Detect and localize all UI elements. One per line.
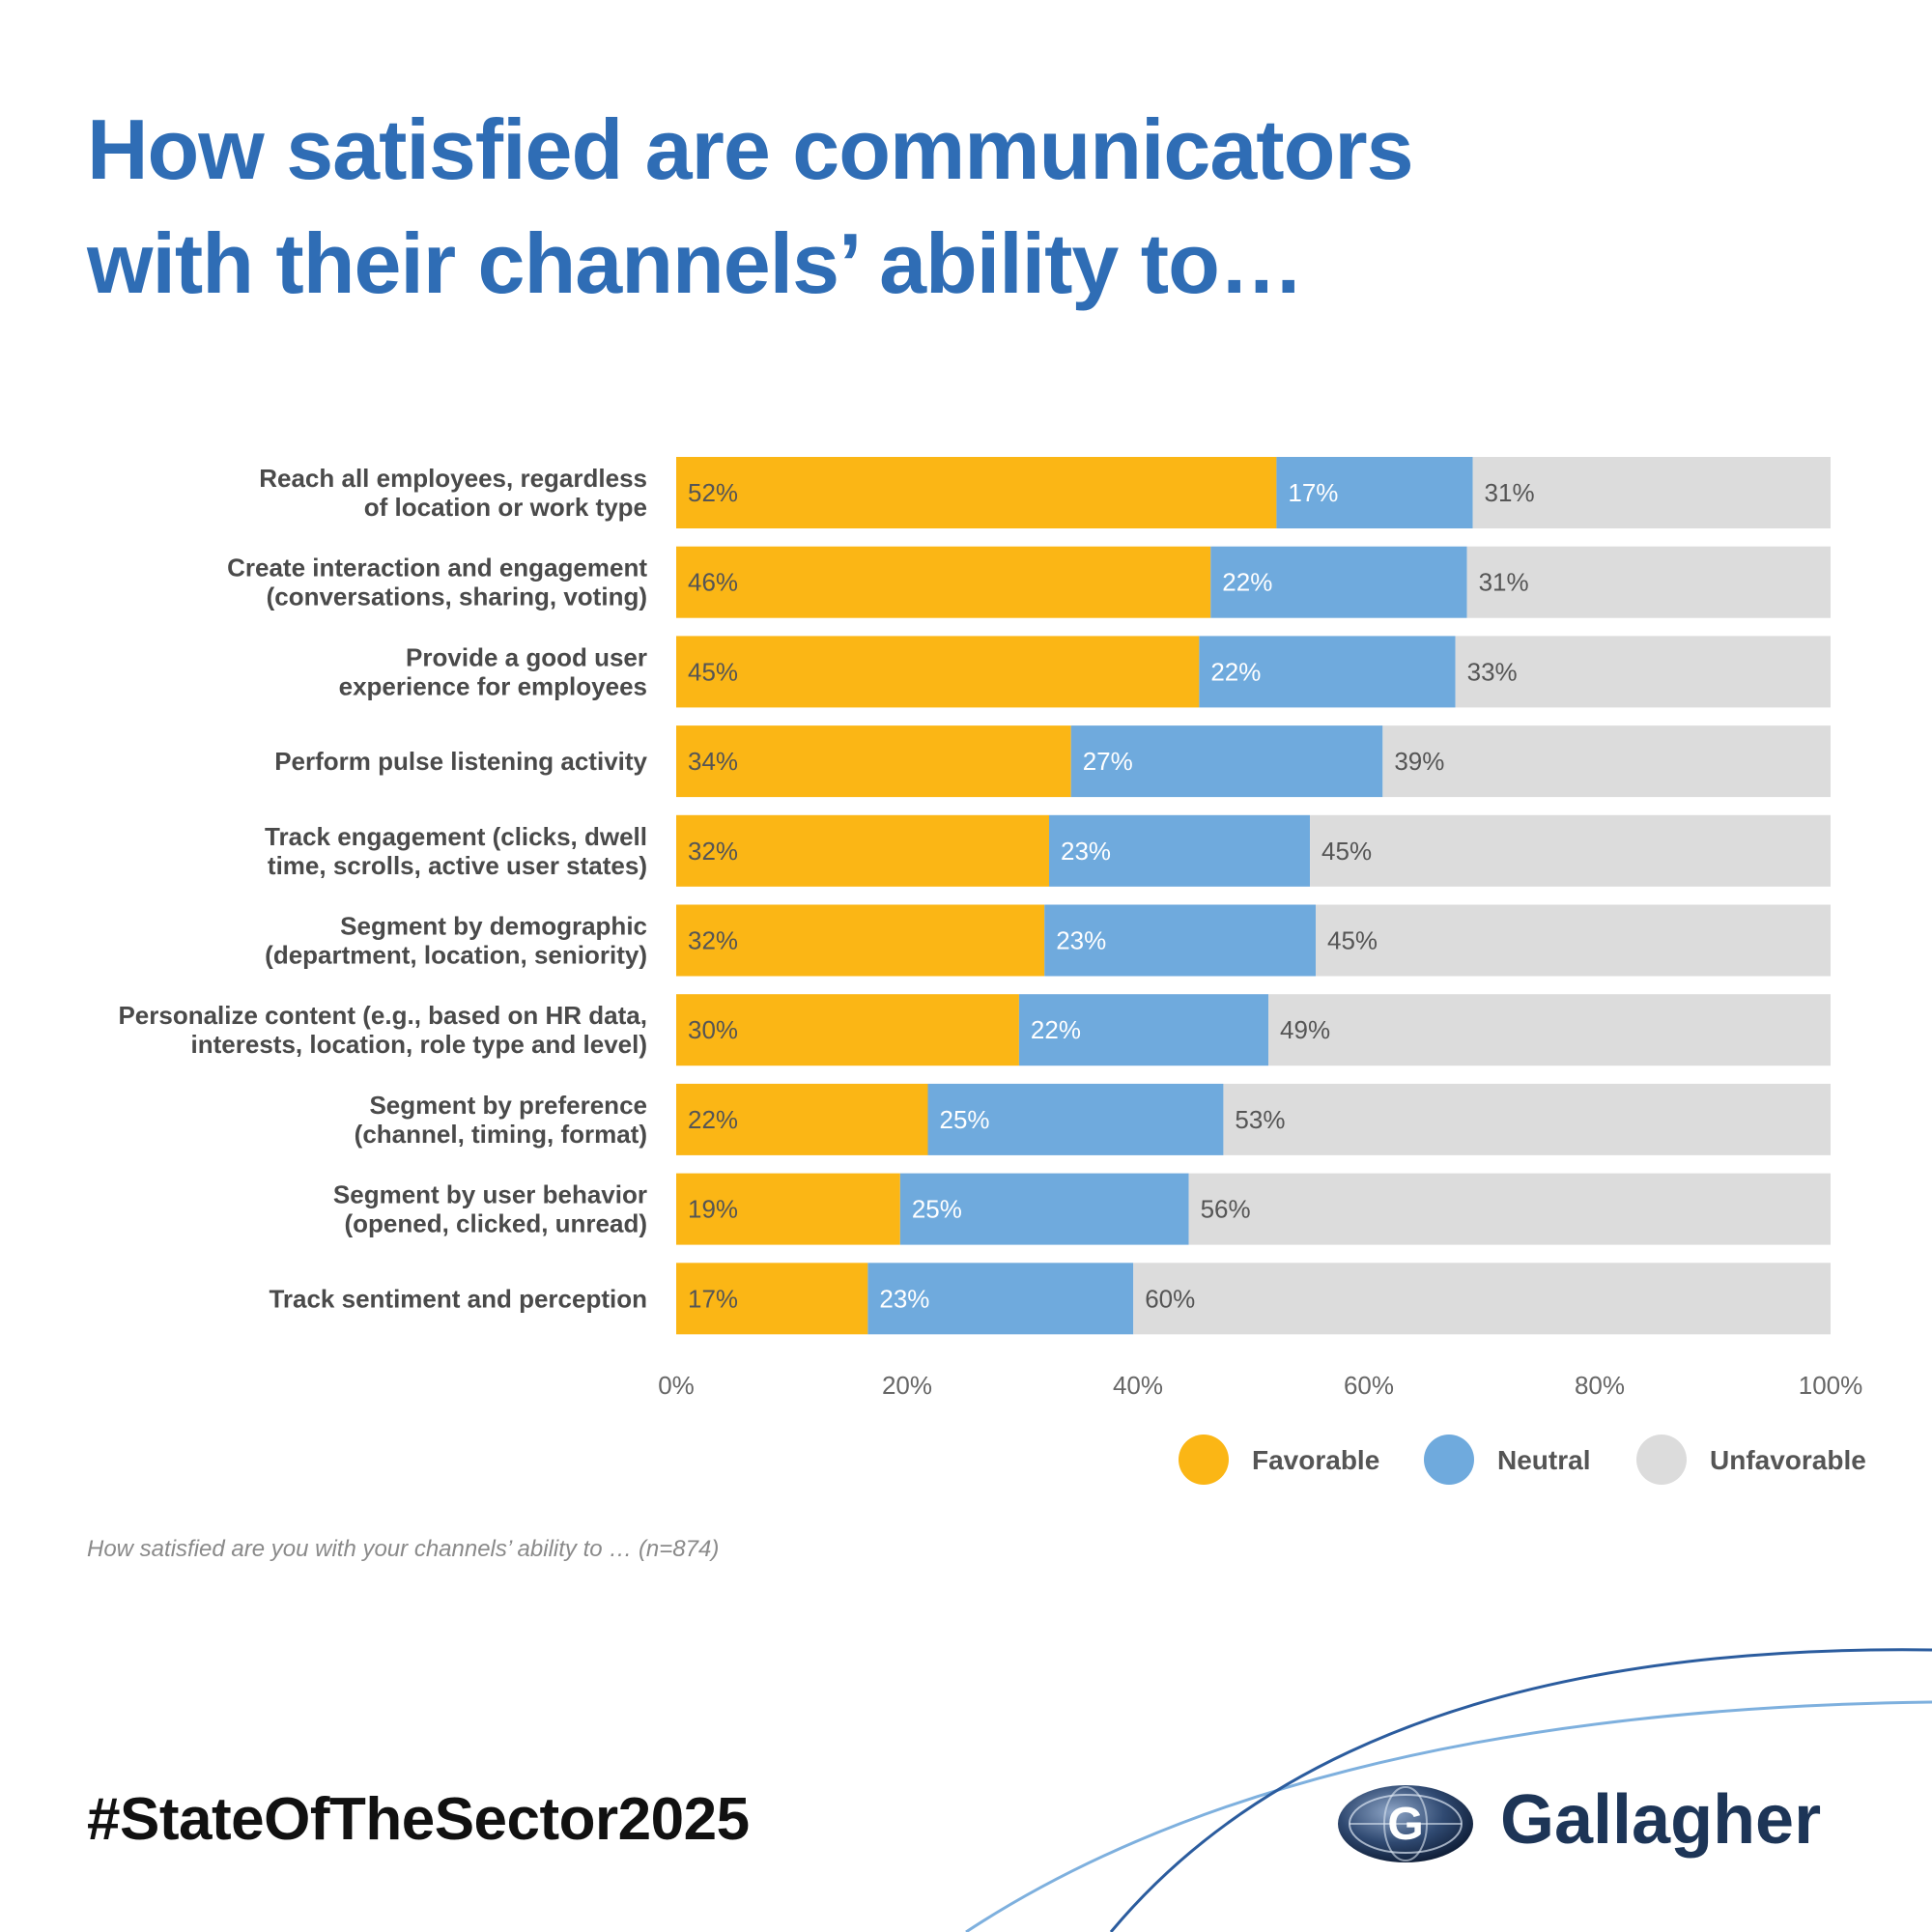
campaign-hashtag: #StateOfTheSector2025	[87, 1786, 750, 1853]
legend-label-unfavorable: Unfavorable	[1710, 1445, 1866, 1475]
value-label-favorable: 52%	[688, 478, 738, 507]
globe-g-icon: G	[1338, 1785, 1473, 1862]
bar-segment-neutral	[1199, 636, 1456, 708]
category-label: Perform pulse listening activity	[274, 747, 647, 776]
x-axis-tick-labels: 0% 20% 40% 60% 80% 100%	[658, 1371, 1862, 1400]
value-label-favorable: 32%	[688, 926, 738, 955]
value-label-favorable: 17%	[688, 1284, 738, 1313]
x-tick-label: 80%	[1575, 1371, 1625, 1400]
value-label-favorable: 19%	[688, 1195, 738, 1224]
category-label: Segment by demographic (department, locat…	[265, 912, 647, 970]
bar-segment-favorable	[676, 1263, 868, 1335]
page-title: How satisfied are communicators with the…	[87, 93, 1729, 321]
value-label-unfavorable: 45%	[1321, 837, 1372, 866]
value-label-favorable: 30%	[688, 1015, 738, 1044]
category-label: Personalize content (e.g., based on HR d…	[118, 1001, 647, 1059]
bar-segment-neutral	[1070, 725, 1383, 798]
bar-segment-favorable	[676, 546, 1211, 618]
value-label-unfavorable: 31%	[1485, 478, 1535, 507]
x-tick-label: 40%	[1113, 1371, 1163, 1400]
bar-segment-neutral	[927, 1083, 1224, 1155]
legend-swatch-neutral	[1424, 1435, 1474, 1485]
value-label-favorable: 32%	[688, 837, 738, 866]
category-label: Reach all employees, regardless of locati…	[259, 464, 647, 522]
bar-segment-unfavorable	[1455, 636, 1831, 708]
svg-text:G: G	[1387, 1799, 1423, 1850]
bar-segment-unfavorable	[1268, 994, 1831, 1066]
value-label-unfavorable: 56%	[1201, 1195, 1251, 1224]
bar-segment-unfavorable	[1188, 1173, 1831, 1245]
value-label-unfavorable: 49%	[1280, 1015, 1330, 1044]
legend-swatch-favorable	[1179, 1435, 1229, 1485]
survey-footnote: How satisfied are you with your channels…	[87, 1536, 720, 1562]
bar-segment-favorable	[676, 904, 1045, 977]
bar-segment-neutral	[1044, 904, 1317, 977]
value-label-neutral: 23%	[879, 1284, 929, 1313]
legend-label-favorable: Favorable	[1252, 1445, 1379, 1475]
value-label-neutral: 22%	[1222, 568, 1272, 597]
value-label-unfavorable: 39%	[1394, 747, 1444, 776]
value-label-favorable: 22%	[688, 1105, 738, 1134]
value-label-neutral: 25%	[940, 1105, 990, 1134]
x-tick-label: 60%	[1344, 1371, 1394, 1400]
x-tick-label: 20%	[882, 1371, 932, 1400]
brand-name: Gallagher	[1500, 1781, 1822, 1859]
category-label: Segment by preference (channel, timing, f…	[355, 1091, 647, 1149]
x-tick-label: 0%	[658, 1371, 695, 1400]
bar-segment-unfavorable	[1382, 725, 1831, 798]
bar-segment-favorable	[676, 1173, 900, 1245]
bar-segment-neutral	[1048, 814, 1311, 887]
value-label-favorable: 45%	[688, 657, 738, 686]
value-label-neutral: 22%	[1031, 1015, 1081, 1044]
page-title-line-2: with their channels’ ability to…	[87, 215, 1304, 311]
value-labels: 52% 17% 31% 46% 22% 31% 45% 22% 33% 34% 27% 39% 32% 2…	[688, 478, 1535, 1313]
category-label: Segment by user behavior (opened, clicked…	[333, 1180, 647, 1238]
bar-segment-unfavorable	[1472, 457, 1831, 528]
value-label-favorable: 34%	[688, 747, 738, 776]
category-labels: Reach all employees, regardless of locati…	[118, 464, 647, 1313]
value-label-unfavorable: 45%	[1327, 926, 1378, 955]
value-label-unfavorable: 60%	[1145, 1284, 1195, 1313]
value-label-neutral: 22%	[1210, 657, 1261, 686]
bar-segment-favorable	[676, 457, 1277, 528]
bar-segment-unfavorable	[1310, 814, 1831, 887]
bar-segment-unfavorable	[1223, 1083, 1831, 1155]
value-label-neutral: 23%	[1061, 837, 1111, 866]
value-label-unfavorable: 33%	[1467, 657, 1518, 686]
x-tick-label: 100%	[1799, 1371, 1863, 1400]
bar-segment-unfavorable	[1133, 1263, 1831, 1335]
bar-segment-favorable	[676, 814, 1049, 887]
category-label: Create interaction and engagement (conver…	[227, 554, 647, 611]
page-title-line-1: How satisfied are communicators	[87, 101, 1414, 197]
legend-swatch-unfavorable	[1636, 1435, 1687, 1485]
legend: Favorable Neutral Unfavorable	[1179, 1435, 1866, 1485]
category-label: Provide a good user experience for employ…	[339, 642, 647, 700]
value-label-neutral: 23%	[1056, 926, 1106, 955]
value-label-neutral: 27%	[1083, 747, 1133, 776]
bar-segment-favorable	[676, 725, 1071, 798]
value-label-unfavorable: 31%	[1479, 568, 1529, 597]
bars	[676, 457, 1831, 1335]
category-label: Track sentiment and perception	[269, 1284, 647, 1313]
legend-label-neutral: Neutral	[1497, 1445, 1590, 1475]
bar-segment-neutral	[899, 1173, 1189, 1245]
bar-segment-neutral	[1210, 546, 1467, 618]
bar-segment-unfavorable	[1316, 904, 1831, 977]
stacked-bar-chart: Reach all employees, regardless of locati…	[118, 457, 1866, 1485]
bar-segment-neutral	[867, 1263, 1134, 1335]
value-label-unfavorable: 53%	[1235, 1105, 1285, 1134]
value-label-neutral: 25%	[912, 1195, 962, 1224]
bar-segment-neutral	[1018, 994, 1269, 1066]
value-label-favorable: 46%	[688, 568, 738, 597]
bar-segment-favorable	[676, 994, 1019, 1066]
bar-segment-favorable	[676, 1083, 928, 1155]
category-label: Track engagement (clicks, dwell time, scr…	[265, 822, 647, 880]
bar-segment-favorable	[676, 636, 1200, 708]
value-label-neutral: 17%	[1288, 478, 1338, 507]
bar-segment-neutral	[1276, 457, 1473, 528]
bar-segment-unfavorable	[1466, 546, 1831, 618]
